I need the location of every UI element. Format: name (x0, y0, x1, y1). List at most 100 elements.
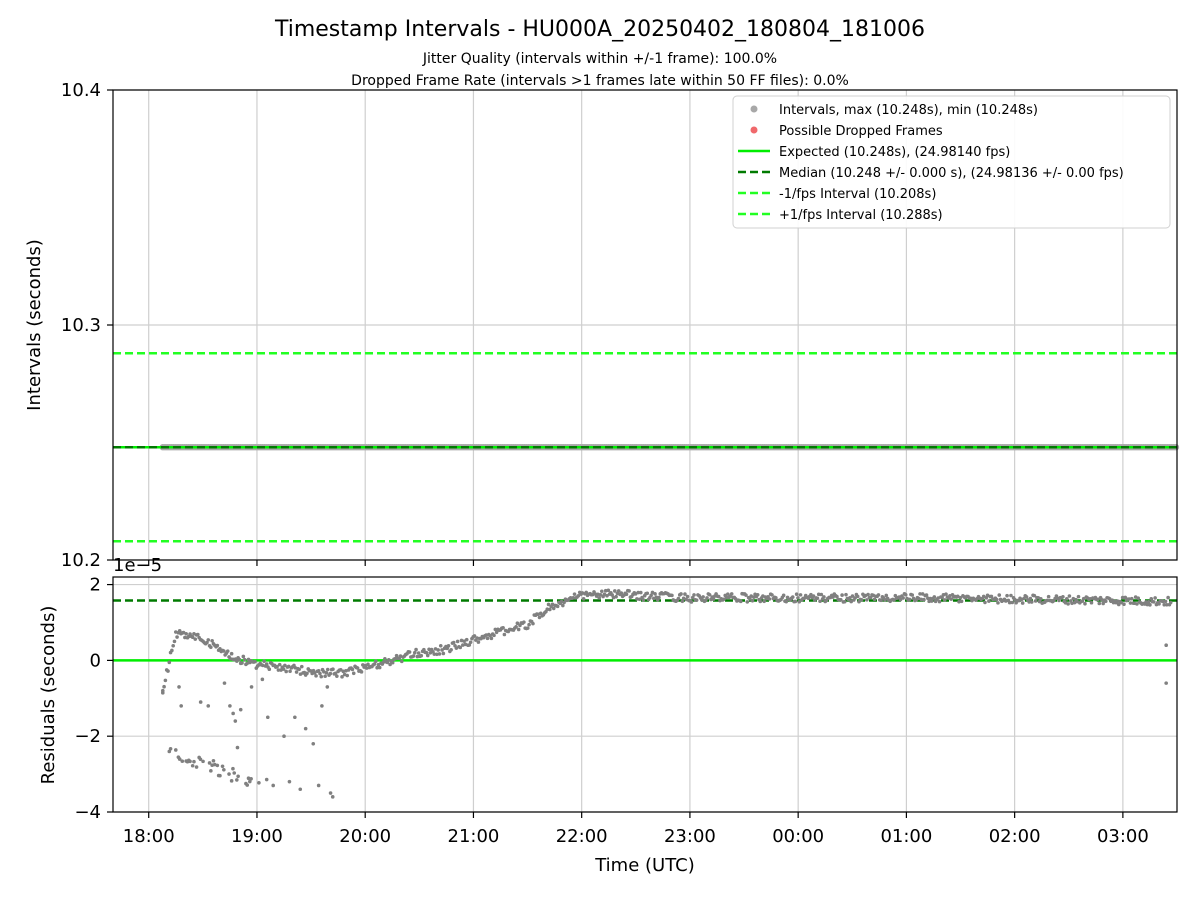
residual-point (641, 598, 646, 602)
residual-outlier-point (260, 677, 265, 682)
residual-point (297, 667, 301, 672)
residual-outlier-point (265, 715, 270, 720)
residual-point (546, 602, 551, 607)
residual-point (853, 596, 857, 600)
residual-point (811, 594, 816, 598)
residual-point (249, 776, 253, 781)
residual-point (842, 599, 847, 604)
residual-point (898, 597, 903, 602)
residual-point (1061, 594, 1065, 599)
residual-point (196, 632, 200, 637)
residual-point (716, 594, 721, 599)
residual-point (679, 592, 683, 596)
residual-point (1157, 602, 1161, 606)
residual-point (184, 631, 188, 636)
residual-point (468, 640, 473, 645)
residual-point (581, 597, 586, 601)
residual-point (399, 659, 404, 664)
residual-point (198, 757, 203, 762)
residual-point (441, 651, 446, 656)
residual-point (227, 772, 231, 776)
residual-point (319, 674, 324, 679)
residual-point (386, 657, 391, 662)
legend-item-upper-bound: +1/fps Interval (10.288s) (738, 208, 943, 223)
residual-point (638, 590, 643, 595)
residual-point (1010, 600, 1015, 605)
residual-point (276, 668, 281, 672)
legend-item-expected: Expected (10.248s), (24.98140 fps) (738, 145, 1010, 160)
residual-point (340, 675, 344, 679)
residual-point (598, 593, 603, 597)
residual-point (624, 592, 629, 597)
residual-point (606, 588, 611, 593)
residual-point (616, 589, 621, 593)
residual-point (1153, 596, 1157, 600)
residual-point (220, 764, 225, 769)
residual-point (989, 594, 994, 599)
legend: Intervals, max (10.248s), min (10.248s) … (732, 95, 1171, 229)
residual-point (502, 632, 507, 637)
residual-point (493, 627, 498, 632)
x-tick-label: 22:00 (556, 826, 608, 847)
residual-point (222, 767, 226, 772)
residual-point (1024, 595, 1029, 599)
residual-point (692, 593, 696, 597)
residual-point (168, 746, 173, 751)
residual-point (1067, 594, 1072, 598)
residual-point (240, 661, 244, 665)
residual-point (236, 774, 240, 779)
residual-point (683, 592, 687, 596)
residual-point (335, 674, 339, 678)
residual-point (762, 599, 766, 604)
residual-outlier-point (320, 704, 324, 708)
residual-point (849, 599, 853, 604)
residual-point (1032, 593, 1037, 598)
residual-point (294, 670, 299, 674)
residual-point (689, 600, 694, 604)
residual-point (1168, 600, 1173, 605)
residual-point (729, 592, 734, 596)
residual-outlier-point (311, 741, 316, 746)
top-y-axis-label: Intervals (seconds) (24, 239, 45, 411)
residual-point (248, 779, 252, 784)
residual-point (1123, 595, 1128, 600)
legend-label-upper-bound: +1/fps Interval (10.288s) (779, 208, 943, 223)
residual-point (345, 673, 350, 678)
legend-label-intervals: Intervals, max (10.248s), min (10.248s) (779, 103, 1038, 118)
residual-point (844, 592, 848, 597)
residual-point (1135, 602, 1139, 606)
residual-point (1097, 601, 1102, 606)
residual-point (711, 597, 716, 601)
residual-point (412, 650, 417, 655)
residual-point (188, 759, 192, 764)
residual-point (237, 657, 242, 662)
legend-box (732, 95, 1171, 229)
residual-point (424, 650, 429, 655)
residual-point (436, 648, 440, 652)
bottom-y-tick-label: −4 (74, 802, 101, 823)
residual-point (375, 665, 379, 670)
residual-point (229, 779, 234, 783)
residual-outlier-point (179, 704, 183, 708)
x-tick-label: 02:00 (989, 826, 1041, 847)
residual-point (637, 597, 642, 602)
residual-point (374, 659, 378, 664)
residual-point (316, 669, 321, 673)
residual-point (784, 599, 789, 604)
bottom-x-ticks: 18:00 19:00 20:00 21:00 22:00 23:00 00:00 01:00… (123, 812, 1149, 847)
residual-point (318, 671, 322, 676)
residual-point (701, 595, 705, 599)
residual-outlier-point (238, 707, 243, 712)
residual-point (394, 653, 399, 658)
residual-point (407, 650, 412, 654)
residual-outlier-point (228, 704, 232, 708)
residual-point (1119, 600, 1124, 605)
residual-point (1083, 601, 1087, 606)
residual-point (872, 597, 877, 602)
residual-point (1046, 594, 1051, 599)
residual-point (531, 621, 535, 626)
residual-point (767, 597, 772, 601)
residual-point (177, 757, 182, 761)
residual-point (163, 678, 168, 683)
